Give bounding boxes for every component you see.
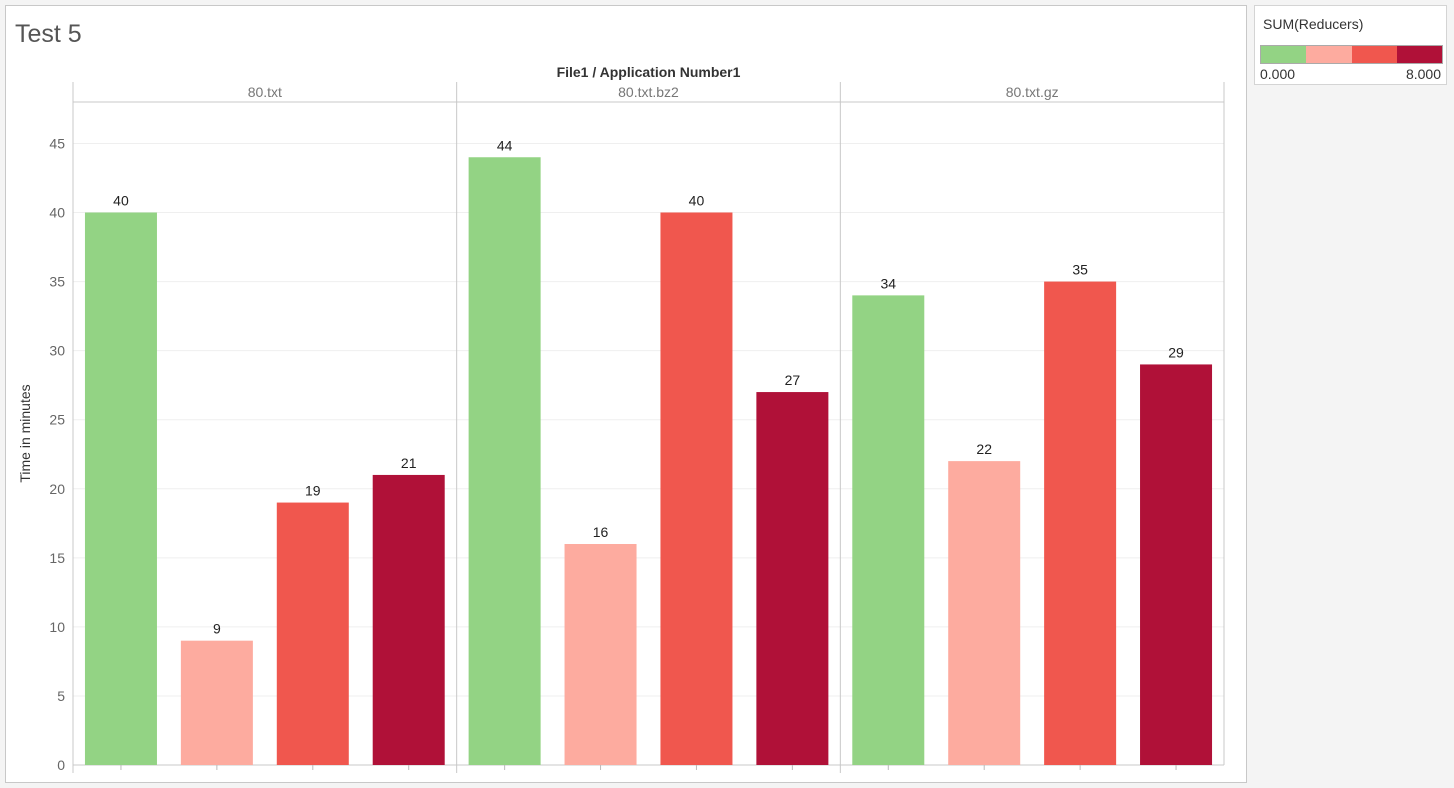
legend-max-label: 8.000 [1405,66,1441,82]
y-tick-label: 30 [49,343,65,359]
bar-value-label: 21 [401,455,417,471]
panel-label: 80.txt [248,84,282,100]
bar-value-label: 9 [213,621,221,637]
y-axis-title: Time in minutes [17,384,33,482]
bar-value-label: 27 [785,372,801,388]
chart-title: Test 5 [15,20,82,48]
color-legend: SUM(Reducers) 0.000 8.000 [1254,5,1447,85]
legend-color-ramp [1260,45,1443,64]
y-tick-label: 0 [57,757,65,773]
bar-value-label: 16 [593,524,609,540]
bar [1044,281,1117,765]
bar [84,212,157,765]
legend-color-swatch [1351,46,1397,63]
bar [1140,364,1213,765]
y-tick-label: 20 [49,481,65,497]
legend-color-swatch [1261,46,1307,63]
viz-container: Test 5 File1 / Application Number1 Time … [5,5,1247,783]
bar [180,640,253,765]
bar [372,474,445,765]
bar-value-label: 19 [305,483,321,499]
y-tick-label: 45 [49,135,65,151]
column-header: File1 / Application Number1 [557,64,741,80]
bar-value-label: 29 [1168,344,1184,360]
bar-value-label: 34 [881,275,897,291]
bar [660,212,733,765]
bar [564,544,637,765]
y-tick-label: 10 [49,619,65,635]
bar [852,295,925,765]
legend-color-swatch [1306,46,1352,63]
bar [468,157,541,765]
bar-value-label: 40 [113,193,129,209]
legend-color-swatch [1396,46,1442,63]
bars [84,157,1213,765]
bar [948,461,1021,765]
bar-value-label: 22 [976,441,992,457]
bar-value-label: 40 [689,193,705,209]
bar-chart: File1 / Application Number1 Time in minu… [17,64,1225,773]
bar-value-label: 44 [497,137,513,153]
labels: File1 / Application Number1 Time in minu… [17,64,1184,773]
y-tick-label: 25 [49,412,65,428]
y-tick-label: 15 [49,550,65,566]
bar [276,502,349,765]
panel-label: 80.txt.gz [1006,84,1059,100]
grid-lines [73,142,1224,766]
y-tick-label: 40 [49,205,65,221]
panel-label: 80.txt.bz2 [618,84,679,100]
y-tick-label: 35 [49,274,65,290]
chart-frame [72,82,1225,773]
bar [756,392,829,765]
legend-min-label: 0.000 [1260,66,1296,82]
legend-title: SUM(Reducers) [1263,16,1364,32]
bar-value-label: 35 [1072,262,1088,278]
y-tick-label: 5 [57,688,65,704]
